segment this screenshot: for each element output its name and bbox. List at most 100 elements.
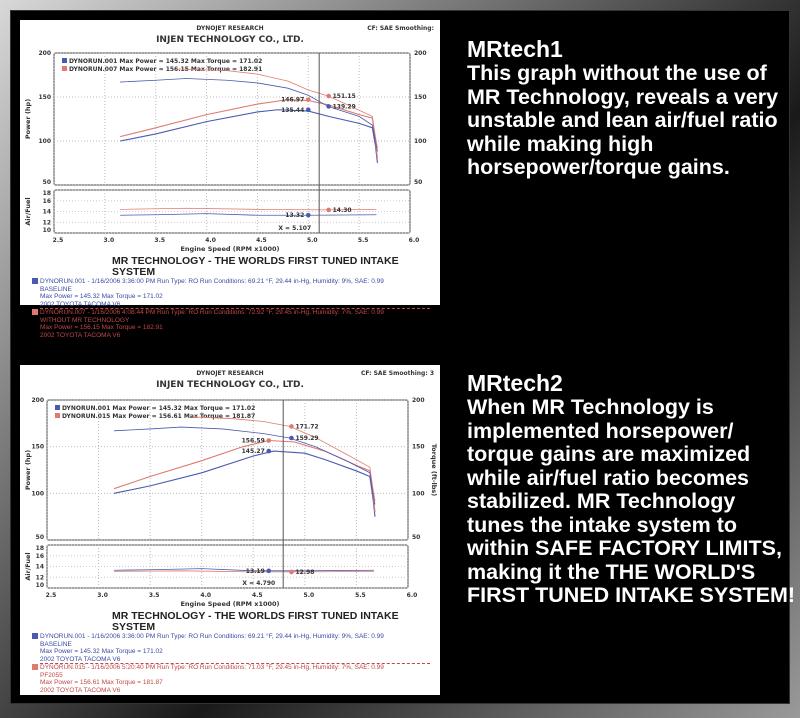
marker-label: 146.97 [281, 97, 304, 104]
data-marker [326, 93, 331, 99]
legend-swatch [62, 58, 67, 63]
run-b-line: Max Power = 156.61 Max Torque = 181.87 [40, 679, 163, 686]
y-right-tick-label: 100 [412, 490, 425, 497]
data-marker [266, 448, 272, 454]
cursor-label: X = 4.790 [242, 580, 275, 587]
dyno-chart-panel-1: DYNOJET RESEARCH INJEN TECHNOLOGY CO., LT… [20, 20, 440, 339]
y-right-tick-label: 200 [414, 50, 427, 57]
series-line-a-torque [120, 78, 378, 152]
data-marker [289, 435, 294, 441]
marker-label: 12.98 [295, 569, 314, 576]
run-b-swatch [32, 309, 38, 316]
chart-header: DYNOJET RESEARCH [196, 370, 263, 377]
chart-title: INJEN TECHNOLOGY CO., LTD. [156, 35, 304, 45]
series-line-b-af [120, 207, 377, 211]
x-tick-label: 5.0 [307, 237, 318, 244]
x-tick-label: 6.0 [407, 592, 418, 599]
marker-label: 13.32 [285, 212, 304, 219]
cf-label: CF: SAE Smoothing: 3 [361, 370, 434, 377]
y-axis-label: Power (hp) [24, 99, 32, 139]
series-line-b-torque [191, 416, 376, 501]
series-line-a-power [120, 109, 378, 164]
af-tick-label: 16 [36, 553, 44, 560]
y-tick-label: 100 [31, 490, 44, 497]
data-marker [266, 568, 272, 574]
series-line-a-af [120, 213, 377, 216]
run-a-line: Max Power = 145.32 Max Torque = 171.02 [40, 648, 163, 655]
y-tick-label: 50 [43, 179, 51, 186]
run-b-line: DYNORUN.015 - 1/16/2006 5:20:40 PM Run T… [40, 664, 384, 671]
description-body: When MR Technology is implemented horsep… [467, 395, 796, 607]
y-tick-label: 100 [38, 138, 51, 145]
dyno-chart-panel-2: DYNOJET RESEARCH INJEN TECHNOLOGY CO., LT… [20, 365, 440, 695]
run-b-line: WITHOUT MR TECHNOLOGY [40, 316, 130, 324]
y-tick-label: 150 [38, 94, 51, 101]
series-line-b-torque [176, 68, 378, 149]
y-right-tick-label: 100 [414, 138, 427, 145]
y-tick-label: 200 [31, 397, 44, 404]
y-right-tick-label: 200 [412, 397, 425, 404]
y-tick-label: 150 [31, 444, 44, 451]
af-tick-label: 18 [36, 545, 44, 552]
run-b-line: 2002 TOYOTA TACOMA V6 [40, 331, 121, 339]
legend-entry: DYNORUN.015 Max Power = 156.61 Max Torqu… [62, 413, 255, 420]
x-tick-label: 4.5 [252, 592, 263, 599]
data-marker [305, 97, 311, 102]
x-tick-label: 4.0 [200, 592, 211, 599]
y-right-tick-label: 50 [412, 534, 420, 541]
chart-2-footer: MR TECHNOLOGY - THE WORLDS FIRST TUNED I… [32, 611, 440, 694]
data-marker [289, 424, 294, 429]
series-line-a-af [114, 568, 374, 572]
y-right-tick-label: 50 [414, 179, 422, 186]
legend-entry: DYNORUN.001 Max Power = 145.32 Max Torqu… [62, 405, 255, 412]
run-a-line: DYNORUN.001 - 1/16/2006 3:36:00 PM Run T… [40, 278, 384, 285]
run-a-line: 2002 TOYOTA TACOMA V6 [40, 301, 430, 309]
x-tick-label: 5.5 [358, 237, 369, 244]
run-b-swatch [32, 664, 38, 671]
marker-label: 145.27 [242, 448, 265, 455]
run-a-line: DYNORUN.001 - 1/16/2006 3:36:00 PM Run T… [40, 633, 384, 640]
run-b-line: DYNORUN.007 - 1/16/2006 4:08:44 PM Run T… [40, 309, 384, 316]
marker-label: 135.44 [281, 107, 304, 114]
chart-1-footer: MR TECHNOLOGY - THE WORLDS FIRST TUNED I… [32, 256, 440, 339]
x-tick-label: 5.0 [304, 592, 315, 599]
run-a-swatch [32, 278, 38, 285]
run-a-line: Max Power = 145.32 Max Torque = 171.02 [40, 293, 163, 300]
run-a-line: BASELINE [40, 285, 72, 293]
legend-swatch [55, 413, 60, 418]
y-tick-label: 50 [36, 534, 44, 541]
x-axis-label: Engine Speed (RPM x1000) [180, 600, 279, 608]
description-body: This graph without the use of MR Technol… [467, 61, 779, 179]
x-tick-label: 3.5 [154, 237, 165, 244]
run-b-line: Max Power = 156.15 Max Torque = 182.91 [40, 324, 163, 331]
cursor-label: X = 5.107 [278, 225, 311, 232]
run-a-line: BASELINE [40, 640, 72, 648]
af-tick-label: 12 [36, 574, 44, 581]
marker-label: 13.19 [246, 568, 265, 575]
x-tick-label: 4.0 [205, 237, 216, 244]
af-tick-label: 10 [43, 227, 51, 234]
marker-label: 151.15 [333, 93, 356, 100]
x-tick-label: 2.5 [53, 237, 64, 244]
af-tick-label: 14 [43, 209, 51, 216]
marker-label: 156.59 [242, 438, 265, 445]
af-axis-label: Air/Fuel [24, 552, 32, 580]
legend-entry: DYNORUN.001 Max Power = 145.32 Max Torqu… [69, 58, 262, 65]
marker-label: 159.29 [295, 435, 318, 442]
chart-title: INJEN TECHNOLOGY CO., LTD. [156, 380, 304, 390]
footer-title: MR TECHNOLOGY - THE WORLDS FIRST TUNED I… [112, 610, 399, 633]
description-heading: MRtech1 [467, 36, 563, 62]
description-2: MRtech2 When MR Technology is implemente… [467, 370, 797, 608]
x-tick-label: 4.5 [256, 237, 267, 244]
marker-label: 139.29 [333, 103, 356, 110]
description-heading: MRtech2 [467, 370, 563, 396]
data-marker [305, 107, 311, 113]
y-tick-label: 200 [38, 50, 51, 57]
chart-header: DYNOJET RESEARCH [196, 25, 263, 32]
cf-label: CF: SAE Smoothing: [367, 25, 434, 32]
x-tick-label: 5.5 [355, 592, 366, 599]
run-a-swatch [32, 633, 38, 640]
marker-label: 14.30 [333, 207, 352, 214]
y-right-tick-label: 150 [414, 94, 427, 101]
legend-entry: DYNORUN.007 Max Power = 156.15 Max Torqu… [69, 66, 262, 73]
